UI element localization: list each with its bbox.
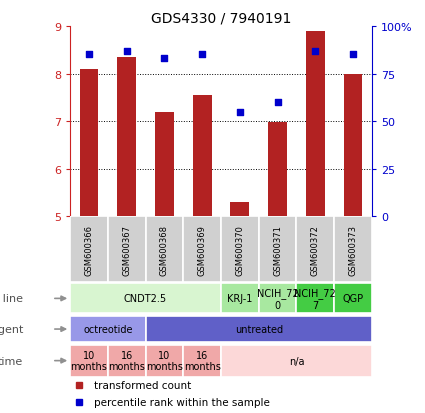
Bar xyxy=(268,123,287,217)
FancyBboxPatch shape xyxy=(221,284,259,314)
Text: GSM600370: GSM600370 xyxy=(235,224,244,275)
Point xyxy=(85,52,92,59)
Text: GSM600373: GSM600373 xyxy=(348,224,357,275)
Point xyxy=(236,109,243,116)
Text: GSM600367: GSM600367 xyxy=(122,224,131,275)
Text: GSM600372: GSM600372 xyxy=(311,224,320,275)
Text: QGP: QGP xyxy=(343,294,363,304)
Bar xyxy=(155,112,174,217)
Bar xyxy=(193,96,212,217)
FancyBboxPatch shape xyxy=(259,217,296,282)
FancyBboxPatch shape xyxy=(70,284,221,314)
Text: 10
months: 10 months xyxy=(71,350,108,372)
Text: 16
months: 16 months xyxy=(108,350,145,372)
FancyBboxPatch shape xyxy=(296,217,334,282)
Point xyxy=(350,52,357,59)
Text: octreotide: octreotide xyxy=(83,324,133,334)
FancyBboxPatch shape xyxy=(183,345,221,377)
Text: agent: agent xyxy=(0,324,23,334)
Point xyxy=(161,56,168,62)
Text: 10
months: 10 months xyxy=(146,350,183,372)
Bar xyxy=(343,74,363,217)
FancyBboxPatch shape xyxy=(183,217,221,282)
Text: time: time xyxy=(0,356,23,366)
FancyBboxPatch shape xyxy=(221,217,259,282)
Text: transformed count: transformed count xyxy=(94,380,192,390)
FancyBboxPatch shape xyxy=(296,284,334,314)
Title: GDS4330 / 7940191: GDS4330 / 7940191 xyxy=(151,12,291,26)
Text: GSM600369: GSM600369 xyxy=(198,224,207,275)
FancyBboxPatch shape xyxy=(108,345,145,377)
Text: NCIH_72
0: NCIH_72 0 xyxy=(257,287,298,310)
FancyBboxPatch shape xyxy=(145,345,183,377)
Text: n/a: n/a xyxy=(289,356,304,366)
Point xyxy=(123,48,130,55)
Text: NCIH_72
7: NCIH_72 7 xyxy=(295,287,336,310)
Text: percentile rank within the sample: percentile rank within the sample xyxy=(94,397,270,407)
FancyBboxPatch shape xyxy=(334,284,372,314)
FancyBboxPatch shape xyxy=(145,217,183,282)
FancyBboxPatch shape xyxy=(70,217,108,282)
FancyBboxPatch shape xyxy=(70,316,145,342)
Text: KRJ-1: KRJ-1 xyxy=(227,294,252,304)
Bar xyxy=(230,203,249,217)
Point xyxy=(199,52,206,59)
Point xyxy=(274,100,281,106)
FancyBboxPatch shape xyxy=(221,345,372,377)
Text: cell line: cell line xyxy=(0,294,23,304)
Bar xyxy=(79,70,99,217)
Text: GSM600366: GSM600366 xyxy=(85,224,94,275)
Bar xyxy=(306,32,325,217)
Text: GSM600368: GSM600368 xyxy=(160,224,169,275)
FancyBboxPatch shape xyxy=(334,217,372,282)
FancyBboxPatch shape xyxy=(259,284,296,314)
FancyBboxPatch shape xyxy=(70,345,108,377)
FancyBboxPatch shape xyxy=(108,217,145,282)
Point xyxy=(312,48,319,55)
Text: untreated: untreated xyxy=(235,324,283,334)
Text: 16
months: 16 months xyxy=(184,350,221,372)
Text: CNDT2.5: CNDT2.5 xyxy=(124,294,167,304)
Text: GSM600371: GSM600371 xyxy=(273,224,282,275)
Bar xyxy=(117,58,136,217)
FancyBboxPatch shape xyxy=(145,316,372,342)
